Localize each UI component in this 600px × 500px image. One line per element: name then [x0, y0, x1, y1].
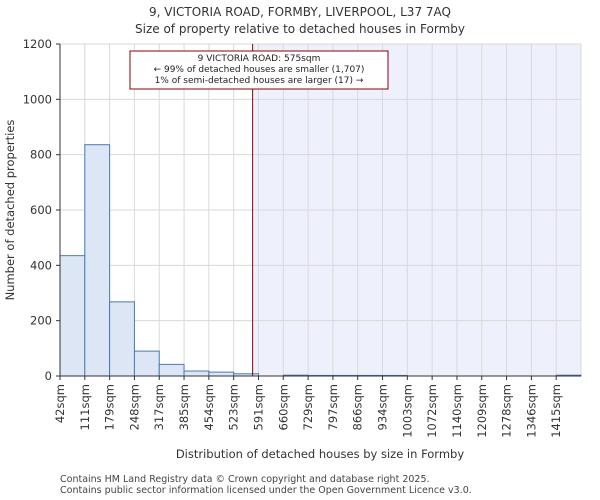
x-tick-label: 523sqm [227, 384, 241, 430]
x-tick-label: 1072sqm [425, 384, 439, 438]
y-tick-label: 600 [30, 203, 52, 217]
x-tick-label: 1140sqm [450, 384, 464, 438]
x-tick-label: 1346sqm [524, 384, 538, 438]
x-tick-label: 111sqm [78, 384, 92, 430]
x-tick-label: 454sqm [202, 384, 216, 430]
x-tick-label: 179sqm [103, 384, 117, 430]
x-tick-label: 1278sqm [500, 384, 514, 438]
annotation-box: 9 VICTORIA ROAD: 575sqm ← 99% of detache… [129, 50, 389, 90]
x-tick-label: 1415sqm [549, 384, 563, 438]
x-tick-label: 248sqm [127, 384, 141, 430]
annotation-line-1: 9 VICTORIA ROAD: 575sqm [198, 54, 321, 64]
x-tick-label: 42sqm [53, 384, 67, 423]
y-tick-labels: 0 200 400 600 800 1000 1200 [23, 37, 60, 383]
y-tick-label: 0 [45, 369, 52, 383]
y-axis-label: Number of detached properties [3, 120, 17, 301]
bar-111sqm [84, 144, 111, 377]
y-tick-label: 200 [30, 314, 52, 328]
x-tick-label: 385sqm [177, 384, 191, 430]
annotation-line-3: 1% of semi-detached houses are larger (1… [155, 76, 364, 86]
x-tick-label: 934sqm [376, 384, 390, 430]
bar-385sqm [183, 370, 210, 377]
x-tick-label: 1003sqm [400, 384, 414, 438]
annotation-border [129, 50, 389, 90]
chart-subtitle: Size of property relative to detached ho… [135, 22, 465, 36]
x-tick-label: 1209sqm [475, 384, 489, 438]
chart-title: 9, VICTORIA ROAD, FORMBY, LIVERPOOL, L37… [149, 5, 451, 19]
bar-454sqm [208, 371, 235, 377]
bars [59, 144, 582, 377]
footer-line-2: Contains public sector information licen… [60, 485, 472, 496]
annotation-line-2: ← 99% of detached houses are smaller (1,… [154, 65, 365, 75]
bar-42sqm [59, 255, 86, 377]
x-tick-label: 317sqm [152, 384, 166, 430]
x-axis-label: Distribution of detached houses by size … [176, 447, 465, 461]
y-tick-label: 800 [30, 148, 52, 162]
bar-179sqm [109, 301, 135, 377]
x-tick-label: 660sqm [276, 384, 290, 430]
y-tick-label: 400 [30, 258, 52, 272]
x-tick-label: 866sqm [351, 384, 365, 430]
y-tick-label: 1200 [23, 37, 52, 51]
y-tick-label: 1000 [23, 92, 52, 106]
bar-317sqm [158, 363, 185, 377]
x-tick-labels: 42sqm 111sqm 179sqm 248sqm 317sqm 385sqm 454sq… [53, 376, 563, 438]
x-tick-label: 591sqm [251, 384, 265, 430]
bar-248sqm [133, 350, 160, 377]
x-tick-label: 729sqm [301, 384, 315, 430]
x-tick-label: 797sqm [326, 384, 340, 430]
footer-line-1: Contains HM Land Registry data © Crown c… [60, 474, 430, 485]
